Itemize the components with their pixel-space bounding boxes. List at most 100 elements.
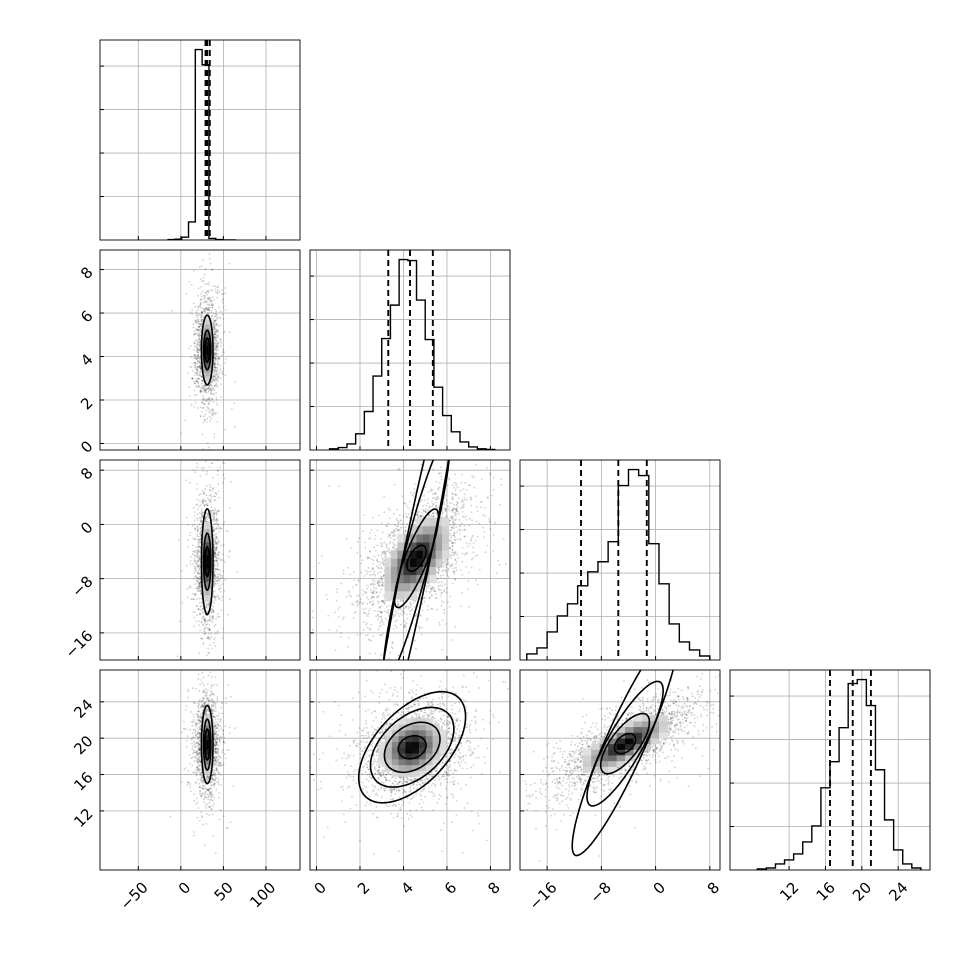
sample-point xyxy=(415,504,418,506)
sample-point xyxy=(200,401,203,404)
sample-point xyxy=(198,335,200,338)
sample-point xyxy=(444,563,447,566)
sample-point xyxy=(379,633,382,636)
density-cell xyxy=(202,528,205,536)
sample-point xyxy=(215,376,218,379)
sample-point xyxy=(432,515,435,518)
density-cell xyxy=(203,522,205,530)
sample-point xyxy=(381,545,383,548)
density-cell xyxy=(207,323,209,329)
sample-point xyxy=(443,612,446,614)
sample-point xyxy=(455,508,458,511)
sample-point xyxy=(198,541,200,544)
sample-point xyxy=(212,516,215,519)
sample-point xyxy=(434,590,437,593)
sample-point xyxy=(304,724,306,726)
sample-point xyxy=(394,620,397,623)
density-cell xyxy=(205,548,208,556)
sample-point xyxy=(430,588,432,590)
sample-point xyxy=(207,513,209,516)
sample-point xyxy=(490,494,493,497)
sample-point xyxy=(206,504,209,507)
sample-point xyxy=(208,401,211,404)
sample-point xyxy=(366,570,369,573)
sample-point xyxy=(221,351,224,353)
sample-point xyxy=(222,298,225,300)
density-cell xyxy=(203,594,205,602)
sample-point xyxy=(453,552,455,555)
sample-point xyxy=(218,573,221,576)
sample-point xyxy=(216,632,219,635)
sample-point xyxy=(400,608,403,611)
sample-point xyxy=(476,583,479,586)
sample-point xyxy=(199,323,201,326)
sample-point xyxy=(198,337,201,339)
sample-point xyxy=(196,321,199,323)
sample-point xyxy=(218,371,221,373)
sample-point xyxy=(455,503,458,506)
sample-point xyxy=(215,542,217,544)
density-cell xyxy=(210,367,212,373)
sample-point xyxy=(212,487,215,489)
sample-point xyxy=(196,347,199,349)
sample-point xyxy=(213,341,216,344)
sample-point xyxy=(199,605,202,608)
sample-point xyxy=(443,577,445,580)
sample-point xyxy=(374,538,376,540)
sample-point xyxy=(437,587,440,590)
sample-point xyxy=(370,624,373,626)
density-cell xyxy=(207,522,210,530)
hist-panel-0 xyxy=(99,39,301,241)
sample-point xyxy=(430,500,433,503)
sample-point xyxy=(210,647,213,650)
sample-point xyxy=(199,390,201,393)
sample-point xyxy=(475,520,478,523)
sample-point xyxy=(201,467,203,469)
density-cell xyxy=(206,336,208,342)
sample-point xyxy=(216,346,218,349)
sample-point xyxy=(195,314,197,317)
sample-point xyxy=(214,583,217,585)
sample-point xyxy=(208,629,211,632)
sample-point xyxy=(200,321,203,323)
sample-point xyxy=(345,596,348,598)
sample-point xyxy=(197,313,199,315)
sample-point xyxy=(200,323,202,326)
sample-point xyxy=(459,538,461,540)
sample-point xyxy=(215,336,218,338)
sample-point xyxy=(200,597,203,600)
sample-point xyxy=(199,366,202,369)
sample-point xyxy=(227,530,230,533)
sample-point xyxy=(437,571,440,573)
sample-point xyxy=(380,554,383,556)
sample-point xyxy=(188,281,191,283)
sample-point xyxy=(454,542,456,544)
sample-point xyxy=(205,605,208,607)
sample-point xyxy=(393,530,396,533)
sample-point xyxy=(430,587,433,590)
sample-point xyxy=(214,359,217,362)
sample-point xyxy=(215,519,218,521)
density-cell xyxy=(206,341,208,347)
sample-point xyxy=(201,379,204,382)
sample-point xyxy=(219,316,222,319)
sample-point xyxy=(211,386,214,389)
sample-point xyxy=(423,600,426,603)
sample-point xyxy=(453,504,456,506)
sample-point xyxy=(196,483,199,485)
sample-point xyxy=(447,569,449,572)
sample-point xyxy=(193,333,196,335)
sample-point xyxy=(397,468,400,471)
sample-point xyxy=(451,520,454,523)
density-cell xyxy=(203,535,205,543)
sample-point xyxy=(198,329,201,332)
sample-point xyxy=(435,571,438,573)
sample-point xyxy=(446,591,448,594)
sample-point xyxy=(348,591,350,594)
sample-point xyxy=(194,583,196,585)
sample-point xyxy=(199,551,201,553)
sample-point xyxy=(447,561,449,564)
density-cell xyxy=(207,380,209,386)
sample-point xyxy=(198,568,201,571)
